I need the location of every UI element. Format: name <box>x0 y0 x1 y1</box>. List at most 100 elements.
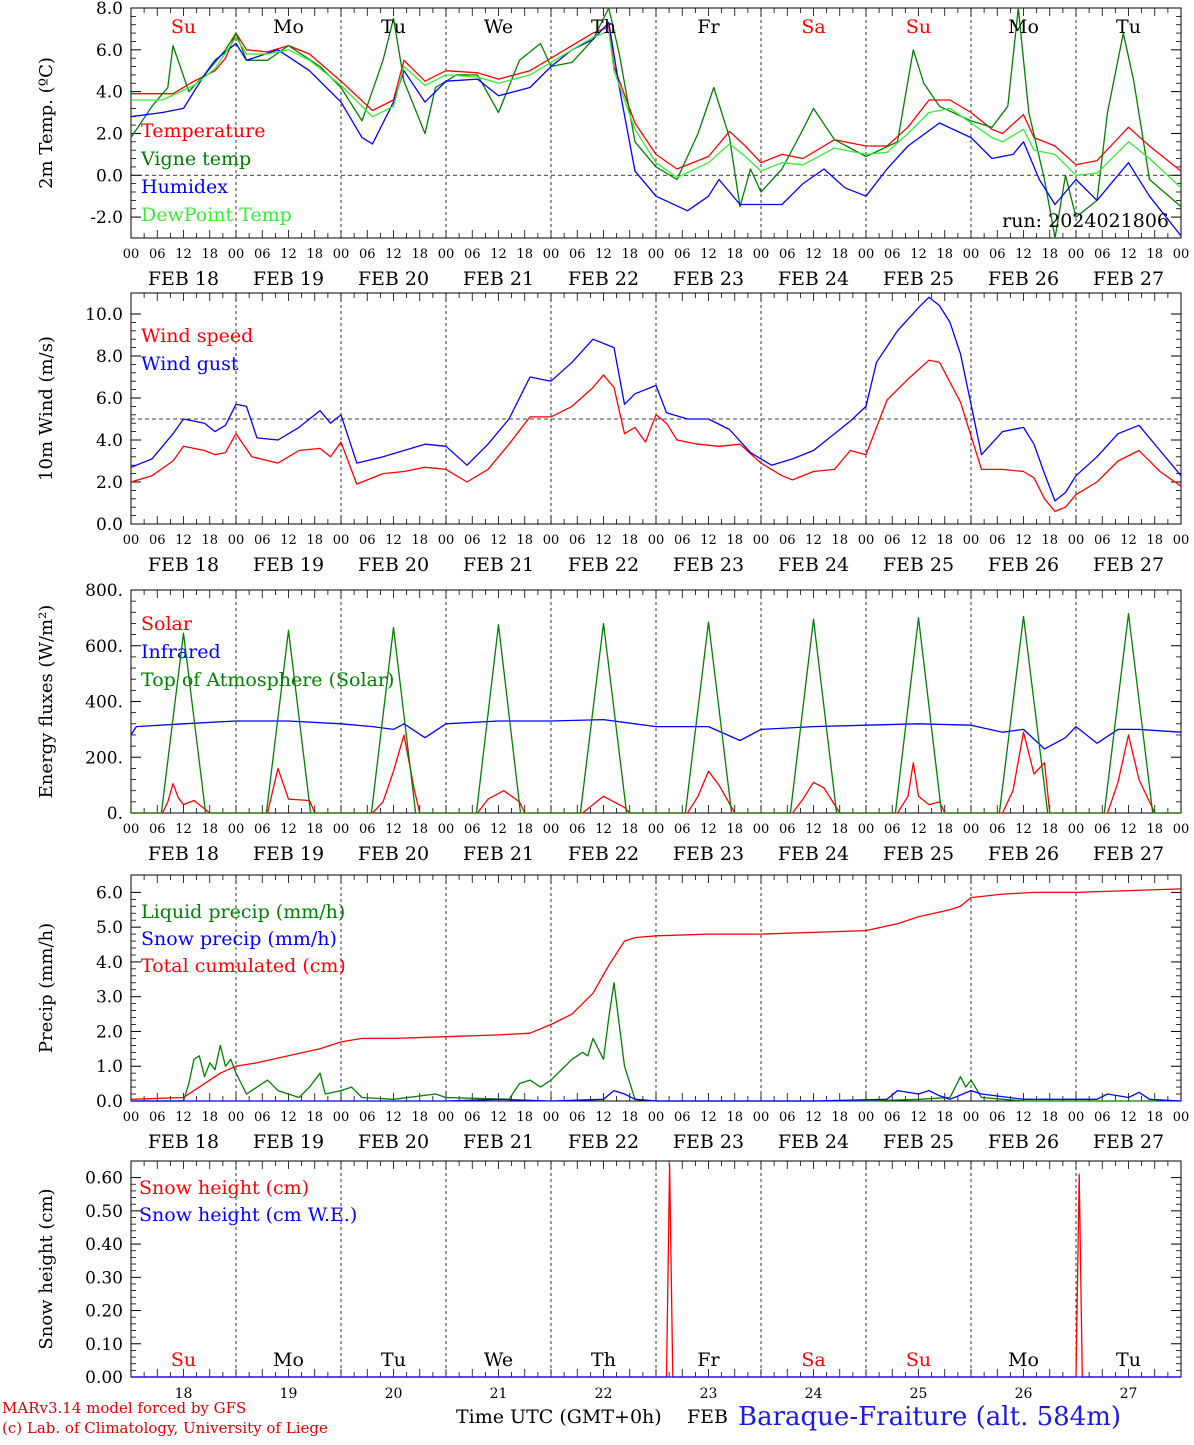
hour-tick-label: 06 <box>1094 1110 1111 1125</box>
hour-tick-label: 12 <box>700 533 717 548</box>
date-label: FEB 25 <box>883 1131 954 1153</box>
hour-tick-label: 00 <box>1173 822 1190 837</box>
hour-tick-label: 18 <box>201 247 218 262</box>
day-number-label: 25 <box>910 1386 928 1402</box>
hour-tick-label: 00 <box>543 822 560 837</box>
date-label: FEB 24 <box>778 554 849 576</box>
hour-tick-label: 06 <box>674 533 691 548</box>
hour-tick-label: 06 <box>254 822 271 837</box>
hour-tick-label: 06 <box>149 822 166 837</box>
y-axis-label: Precip (mm/h) <box>36 923 57 1053</box>
day-number-label: 22 <box>595 1386 613 1402</box>
hour-tick-label: 00 <box>1068 822 1085 837</box>
hour-tick-label: 00 <box>543 247 560 262</box>
hour-tick-label: 18 <box>726 533 743 548</box>
hour-tick-label: 00 <box>963 1110 980 1125</box>
hour-tick-label: 18 <box>1146 247 1163 262</box>
date-label: FEB 22 <box>568 1131 639 1153</box>
y-tick-label: 4.0 <box>96 431 123 451</box>
weekday-label: Th <box>591 16 616 38</box>
weekday-label: Mo <box>273 16 304 38</box>
date-label: FEB 23 <box>673 843 744 865</box>
hour-tick-label: 00 <box>753 1110 770 1125</box>
date-label: FEB 22 <box>568 554 639 576</box>
hour-tick-label: 00 <box>123 533 140 548</box>
date-label: FEB 19 <box>253 1131 324 1153</box>
date-label: FEB 20 <box>358 554 429 576</box>
hour-tick-label: 00 <box>963 822 980 837</box>
legend-entry: Temperature <box>141 120 265 142</box>
hour-tick-label: 00 <box>1068 1110 1085 1125</box>
weekday-label: We <box>484 16 513 38</box>
day-number-label: 26 <box>1015 1386 1033 1402</box>
day-number-label: 20 <box>385 1386 403 1402</box>
run-label: run: 2024021806 <box>1002 210 1169 232</box>
hour-tick-label: 06 <box>884 533 901 548</box>
hour-tick-label: 12 <box>1120 1110 1137 1125</box>
legend-entry: Solar <box>141 613 193 635</box>
legend-entry: Snow height (cm) <box>139 1177 309 1199</box>
hour-tick-label: 18 <box>516 822 533 837</box>
hour-tick-label: 12 <box>175 1110 192 1125</box>
y-tick-label: 8.0 <box>96 347 123 367</box>
series-line-infrared <box>130 718 1182 750</box>
plot-frame <box>130 589 1182 814</box>
hour-tick-label: 12 <box>280 1110 297 1125</box>
hour-tick-label: 06 <box>569 1110 586 1125</box>
weekday-label: Tu <box>1116 1349 1141 1371</box>
legend-entry: Liquid precip (mm/h) <box>141 901 345 923</box>
y-tick-label: 4.0 <box>96 953 123 973</box>
hour-tick-label: 18 <box>1146 1110 1163 1125</box>
y-tick-label: 2.0 <box>96 473 123 493</box>
date-label: FEB 24 <box>778 843 849 865</box>
legend-entry: DewPoint Temp <box>141 204 292 226</box>
hour-tick-label: 06 <box>779 247 796 262</box>
y-axis-label: Energy fluxes (W/m²) <box>36 605 57 799</box>
y-tick-label: 1.0 <box>96 1057 123 1077</box>
date-label: FEB 22 <box>568 843 639 865</box>
y-tick-label: 0.00 <box>85 1368 123 1388</box>
hour-tick-label: 12 <box>1120 533 1137 548</box>
hour-tick-label: 12 <box>595 247 612 262</box>
series-line-wind-speed <box>130 359 1182 513</box>
hour-tick-label: 12 <box>1015 247 1032 262</box>
hour-tick-label: 18 <box>726 822 743 837</box>
weekday-label: Mo <box>1008 16 1039 38</box>
hour-tick-label: 18 <box>1041 822 1058 837</box>
hour-tick-label: 18 <box>936 1110 953 1125</box>
hour-tick-label: 00 <box>123 1110 140 1125</box>
hour-tick-label: 06 <box>674 822 691 837</box>
hour-tick-label: 06 <box>884 822 901 837</box>
hour-tick-label: 18 <box>306 533 323 548</box>
hour-tick-label: 00 <box>1173 1110 1190 1125</box>
hour-tick-label: 06 <box>254 533 271 548</box>
hour-tick-label: 00 <box>438 1110 455 1125</box>
hour-tick-label: 00 <box>333 533 350 548</box>
hour-tick-label: 00 <box>228 533 245 548</box>
hour-tick-label: 18 <box>411 822 428 837</box>
hour-tick-label: 12 <box>1120 247 1137 262</box>
hour-tick-label: 00 <box>648 822 665 837</box>
hour-tick-label: 12 <box>595 533 612 548</box>
hour-tick-label: 18 <box>936 822 953 837</box>
hour-tick-label: 12 <box>910 247 927 262</box>
hour-tick-label: 06 <box>569 247 586 262</box>
date-label: FEB 21 <box>463 554 534 576</box>
hour-tick-label: 00 <box>438 247 455 262</box>
series-line-humidex <box>130 21 1182 237</box>
weekday-label: Su <box>171 16 196 38</box>
y-tick-label: 5.0 <box>96 918 123 938</box>
date-label: FEB 19 <box>253 843 324 865</box>
hour-tick-label: 06 <box>674 247 691 262</box>
hour-tick-label: 12 <box>910 822 927 837</box>
y-tick-label: 0.0 <box>96 166 123 186</box>
date-label: FEB 27 <box>1093 843 1164 865</box>
y-tick-label: 2.0 <box>96 124 123 144</box>
weekday-label: Sa <box>801 1349 825 1371</box>
hour-tick-label: 18 <box>411 533 428 548</box>
hour-tick-label: 06 <box>569 533 586 548</box>
hour-tick-label: 00 <box>753 247 770 262</box>
hour-tick-label: 18 <box>1041 1110 1058 1125</box>
hour-tick-label: 12 <box>490 533 507 548</box>
